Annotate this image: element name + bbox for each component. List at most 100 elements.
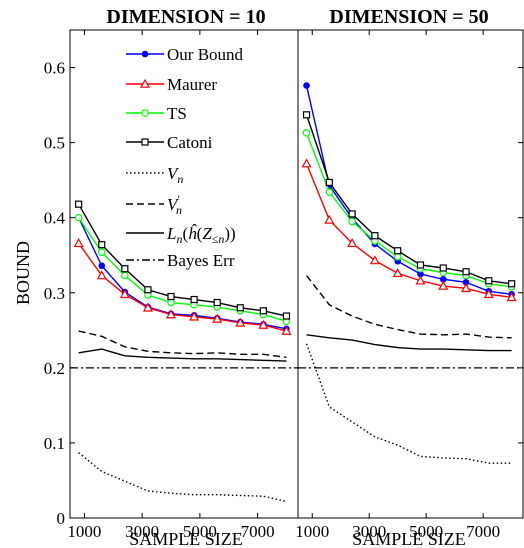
point-maurer [301, 158, 312, 168]
point-maurer [139, 78, 151, 88]
point-maurer [461, 283, 472, 293]
point-maurer [235, 317, 246, 327]
series-line-maurer [305, 163, 512, 298]
point-ts [302, 129, 311, 137]
y-tick-label: 0.1 [44, 434, 65, 453]
y-axis-label: BOUND [13, 241, 33, 305]
legend-label: Our Bound [167, 45, 244, 64]
x-tick-label: 7000 [466, 522, 500, 541]
point-catoni [302, 111, 311, 119]
point-catoni [75, 200, 83, 208]
point-maurer [392, 268, 403, 278]
point-our-bound [98, 262, 106, 270]
point-ts [393, 252, 402, 261]
point-maurer [142, 302, 153, 312]
point-catoni [141, 138, 149, 146]
series-line-v-n- [78, 330, 287, 359]
point-maurer [212, 313, 223, 323]
series-line-our-bound [78, 217, 287, 330]
y-tick-label: 0.3 [44, 284, 65, 303]
y-tick-label: 0.4 [44, 209, 66, 228]
series-line-l-n [306, 334, 512, 352]
point-catoni [394, 247, 402, 255]
series-line-ts [78, 217, 287, 322]
point-maurer [506, 292, 517, 302]
point-our-bound [303, 82, 310, 89]
point-catoni [259, 307, 267, 315]
x-tick-label: 5000 [409, 522, 443, 541]
point-maurer [483, 289, 494, 299]
point-ts [97, 248, 106, 257]
point-catoni [282, 312, 291, 320]
point-catoni [121, 265, 129, 273]
series-line-catoni [305, 114, 512, 285]
point-catoni [236, 304, 244, 312]
x-axis-label-left: SAMPLE SIZE [129, 529, 243, 548]
series-line-v-n- [305, 275, 512, 339]
point-maurer [438, 280, 449, 290]
point-ts [141, 109, 149, 117]
series-line-catoni [78, 203, 287, 317]
point-maurer [258, 319, 269, 329]
x-axis-label-right: SAMPLE SIZE [352, 529, 466, 548]
point-catoni [462, 268, 470, 276]
point-ts [74, 213, 83, 222]
point-maurer [119, 289, 130, 299]
series-line-v-n [78, 452, 287, 503]
legend-label: V′ n [167, 192, 182, 217]
series-line-ts [305, 132, 512, 288]
x-tick-label: 5000 [183, 522, 217, 541]
x-tick-label: 3000 [352, 522, 386, 541]
series-line-v-n [305, 343, 512, 464]
point-maurer [347, 237, 358, 248]
series-line-maurer [78, 242, 287, 332]
panel-right: 1000 3000 5000 7000 [295, 29, 524, 541]
y-tick-label: 0 [57, 509, 66, 528]
x-tick-label: 1000 [67, 522, 101, 541]
plot-frame [297, 29, 524, 519]
point-our-bound [141, 50, 149, 58]
series-line-l-n [78, 348, 287, 362]
point-ts [167, 298, 175, 307]
point-maurer [73, 237, 84, 248]
series-line-our-bound [305, 85, 512, 295]
point-maurer [369, 255, 380, 265]
point-catoni [98, 241, 106, 249]
legend-label: Ln(ĥ(Z≤n)) [166, 224, 236, 246]
point-ts [325, 188, 334, 196]
legend-label: Bayes Err [167, 251, 235, 270]
point-catoni [213, 298, 221, 307]
x-tick-label: 3000 [125, 522, 159, 541]
point-maurer [189, 311, 200, 321]
x-tick-label: 1000 [295, 522, 329, 541]
point-catoni [325, 178, 333, 187]
panel-left: 1000 3000 5000 7000 0 0.1 0.2 0.3 0.4 0.5 0.6 [44, 29, 299, 541]
point-maurer [324, 214, 335, 224]
point-catoni [416, 261, 425, 269]
point-maurer [281, 325, 292, 335]
legend: Our Bound Maurer TS Catoni Vn V′ n Ln(ĥ(Z≤n)) Ba… [126, 45, 244, 270]
y-tick-label: 0.6 [44, 59, 65, 78]
point-maurer [96, 270, 107, 280]
point-ts [121, 271, 129, 280]
point-catoni [508, 280, 516, 288]
y-tick-label: 0.2 [44, 359, 65, 378]
point-maurer [165, 309, 177, 319]
point-catoni [439, 264, 447, 272]
y-tick-label: 0.5 [44, 134, 65, 153]
point-catoni [348, 210, 356, 218]
point-ts [348, 217, 356, 226]
legend-label: Vn [167, 164, 183, 186]
legend-label: Catoni [167, 133, 213, 152]
panel-title-right: DIMENSION = 50 [329, 6, 488, 28]
point-catoni [371, 232, 379, 240]
legend-label: TS [167, 104, 187, 123]
point-maurer [415, 275, 426, 285]
point-catoni [144, 286, 152, 294]
panel-title-left: DIMENSION = 10 [106, 6, 265, 28]
point-catoni [485, 277, 493, 285]
point-catoni [190, 295, 198, 304]
legend-label: Maurer [167, 75, 217, 94]
x-tick-label: 7000 [241, 522, 275, 541]
